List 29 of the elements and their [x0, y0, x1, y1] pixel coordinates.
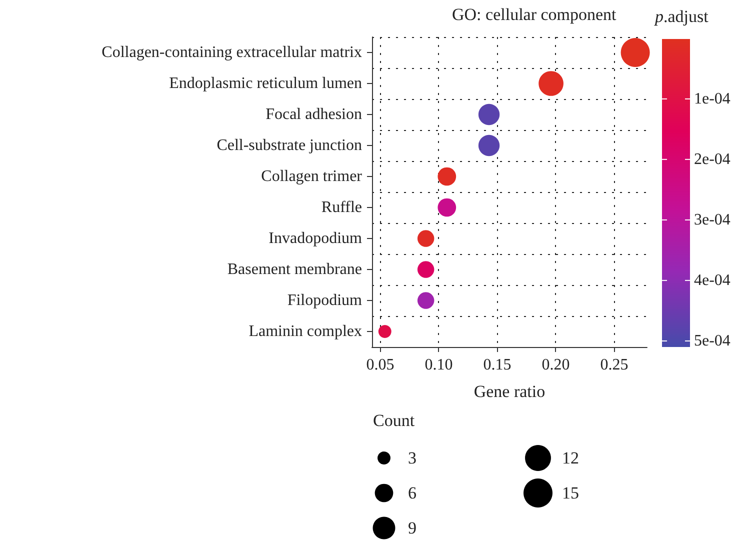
x-tick-label: 0.20 [542, 356, 570, 374]
legend-label: 6 [408, 484, 416, 502]
legend-title: Count [373, 411, 415, 430]
color-bar-label: 4e-04 [694, 272, 730, 289]
x-tick-label: 0.15 [483, 356, 512, 374]
legend-label: 12 [562, 448, 579, 468]
y-tick-label: Collagen trimer [261, 168, 363, 185]
y-tick-label: Focal adhesion [266, 106, 362, 123]
color-bar-label: 1e-04 [694, 90, 730, 108]
y-tick-label: Cell-substrate junction [216, 137, 362, 154]
y-tick-label: Filopodium [287, 292, 363, 309]
y-tick-label: Endoplasmic reticulum lumen [169, 75, 362, 92]
color-bar-label: 3e-04 [694, 211, 730, 228]
y-tick-label: Invadopodium [268, 230, 363, 247]
color-bar-label: 5e-04 [694, 332, 730, 350]
y-tick-label: Ruffle [321, 199, 362, 216]
legend-label: 9 [408, 518, 416, 538]
x-axis-title: Gene ratio [474, 382, 546, 401]
y-tick-label: Collagen-containing extracellular matrix [102, 44, 362, 61]
color-bar-label: 2e-04 [694, 150, 730, 168]
y-tick-label: Laminin complex [248, 323, 362, 340]
chart-title: GO: cellular component [452, 5, 617, 24]
x-tick-label: 0.10 [424, 356, 453, 374]
x-tick-label: 0.05 [366, 356, 394, 374]
y-tick-label: Basement membrane [227, 261, 362, 278]
color-bar-title: p.adjust [654, 7, 709, 26]
legend-label: 3 [408, 448, 416, 468]
legend-label: 15 [562, 484, 579, 502]
x-tick-label: 0.25 [600, 356, 628, 374]
